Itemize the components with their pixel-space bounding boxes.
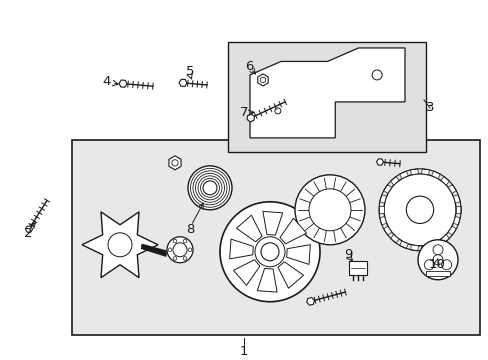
Polygon shape <box>447 185 455 193</box>
Polygon shape <box>168 156 181 170</box>
Circle shape <box>173 243 186 257</box>
Polygon shape <box>179 79 186 86</box>
Circle shape <box>441 260 451 270</box>
Bar <box>348 261 366 275</box>
Polygon shape <box>452 195 459 203</box>
Circle shape <box>168 248 171 252</box>
Polygon shape <box>410 245 418 251</box>
Polygon shape <box>306 297 314 305</box>
Bar <box>425 271 449 276</box>
Text: 6: 6 <box>244 60 253 73</box>
Polygon shape <box>229 239 253 259</box>
Bar <box>227 42 425 152</box>
Polygon shape <box>399 241 407 248</box>
Polygon shape <box>119 80 127 87</box>
Polygon shape <box>249 48 404 138</box>
Circle shape <box>173 239 177 243</box>
Text: 3: 3 <box>425 102 433 114</box>
Circle shape <box>203 181 217 195</box>
Polygon shape <box>440 235 448 243</box>
Polygon shape <box>383 226 391 235</box>
Polygon shape <box>236 215 262 242</box>
Polygon shape <box>383 185 391 193</box>
Text: 7: 7 <box>239 107 248 120</box>
Text: 10: 10 <box>427 258 445 271</box>
Circle shape <box>187 166 231 210</box>
Circle shape <box>432 255 442 265</box>
Circle shape <box>183 257 186 260</box>
Circle shape <box>294 175 364 245</box>
Polygon shape <box>25 226 32 232</box>
Text: 2: 2 <box>24 227 32 240</box>
Polygon shape <box>257 74 267 86</box>
Polygon shape <box>246 114 254 122</box>
Circle shape <box>260 77 265 83</box>
Circle shape <box>417 240 457 280</box>
Polygon shape <box>379 216 386 225</box>
Circle shape <box>424 260 433 270</box>
Circle shape <box>371 70 381 80</box>
Bar <box>72 140 479 335</box>
Polygon shape <box>421 245 428 251</box>
Polygon shape <box>440 176 448 185</box>
Polygon shape <box>286 245 310 264</box>
Circle shape <box>108 233 132 257</box>
Text: 9: 9 <box>343 248 351 261</box>
Circle shape <box>188 248 191 252</box>
Polygon shape <box>410 169 418 175</box>
Circle shape <box>274 108 280 114</box>
Circle shape <box>308 189 350 231</box>
Polygon shape <box>455 206 460 213</box>
Polygon shape <box>421 169 428 175</box>
Polygon shape <box>431 171 439 179</box>
Polygon shape <box>389 235 398 243</box>
Text: 4: 4 <box>102 76 111 89</box>
Circle shape <box>406 196 433 224</box>
Polygon shape <box>447 226 455 235</box>
Polygon shape <box>280 218 306 244</box>
Text: 5: 5 <box>185 66 194 78</box>
Polygon shape <box>379 195 386 203</box>
Circle shape <box>261 243 279 261</box>
Polygon shape <box>257 269 277 292</box>
Circle shape <box>167 237 193 263</box>
Circle shape <box>183 239 186 243</box>
Text: 1: 1 <box>239 345 248 358</box>
Text: 8: 8 <box>185 223 194 236</box>
Polygon shape <box>263 211 282 235</box>
Circle shape <box>220 202 319 302</box>
Polygon shape <box>233 260 260 285</box>
Polygon shape <box>399 171 407 179</box>
Polygon shape <box>82 212 158 278</box>
Circle shape <box>432 245 442 255</box>
Polygon shape <box>378 206 383 213</box>
Polygon shape <box>452 216 459 225</box>
Polygon shape <box>431 241 439 248</box>
Polygon shape <box>376 159 383 165</box>
Circle shape <box>173 257 177 260</box>
Circle shape <box>383 174 455 246</box>
Circle shape <box>171 160 178 166</box>
Polygon shape <box>389 176 398 185</box>
Polygon shape <box>277 262 303 288</box>
